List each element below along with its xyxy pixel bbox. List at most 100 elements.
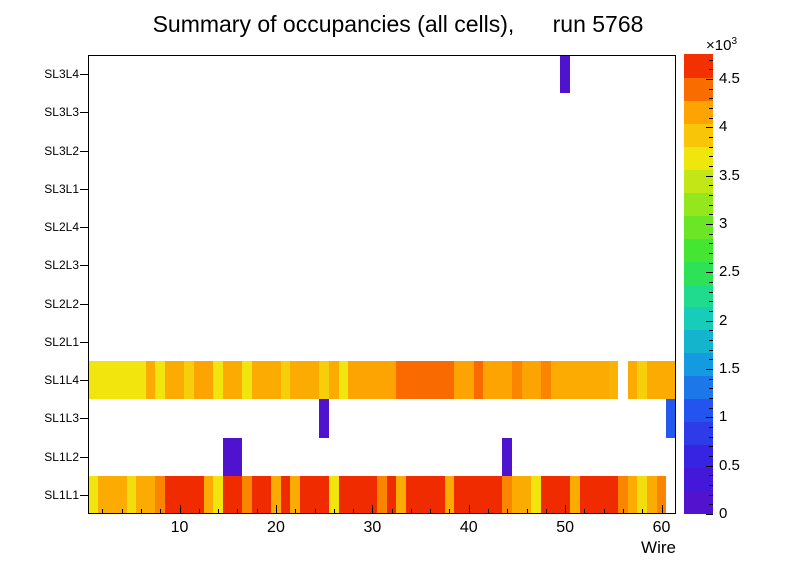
- heatmap-cell: [251, 475, 272, 514]
- heatmap-cell: [647, 475, 657, 514]
- heatmap-cell: [319, 399, 329, 438]
- x-axis-minor-tick: [545, 509, 547, 513]
- colorbar-band: [684, 352, 713, 377]
- z-axis-minor-tick: [709, 117, 713, 119]
- x-axis-minor-tick: [410, 509, 412, 513]
- z-axis-minor-tick: [709, 494, 713, 496]
- y-axis-tick: [80, 341, 88, 343]
- colorbar-band: [684, 215, 713, 239]
- heatmap-cell: [386, 475, 397, 514]
- x-axis-minor-tick: [256, 509, 258, 513]
- colorbar-band: [684, 490, 713, 514]
- heatmap-cell: [512, 361, 522, 400]
- heatmap-cell: [541, 361, 551, 400]
- z-axis-major-tick: [706, 465, 713, 467]
- z-axis-minor-tick: [709, 253, 713, 255]
- heatmap-cell: [396, 475, 407, 514]
- x-axis-minor-tick: [391, 509, 393, 513]
- heatmap-cell: [97, 475, 127, 514]
- z-axis-minor-tick: [709, 456, 713, 458]
- heatmap-cell: [319, 361, 329, 400]
- z-axis-major-tick: [706, 224, 713, 226]
- heatmap-cell: [473, 361, 484, 400]
- x-axis-minor-tick: [295, 509, 297, 513]
- heatmap-cell: [569, 475, 580, 514]
- heatmap-cell: [627, 361, 638, 400]
- z-axis-minor-tick: [709, 475, 713, 477]
- z-axis-label: 3.5: [719, 166, 740, 184]
- z-axis-label: 1: [719, 408, 728, 426]
- z-axis-minor-tick: [709, 407, 713, 409]
- y-axis-label: SL1L1: [44, 487, 79, 502]
- heatmap-cell: [213, 361, 223, 400]
- z-axis-minor-tick: [709, 504, 713, 506]
- heatmap-cell: [280, 475, 291, 514]
- z-axis-minor-tick: [709, 485, 713, 486]
- heatmap-cell: [280, 361, 291, 400]
- x-axis-minor-tick: [353, 509, 355, 513]
- z-axis-minor-tick: [709, 243, 713, 245]
- z-axis-minor-tick: [709, 262, 713, 264]
- heatmap-cell: [483, 361, 513, 400]
- heatmap-cell: [579, 475, 619, 514]
- colorbar-band: [684, 398, 713, 423]
- heatmap-cell: [656, 475, 667, 514]
- z-axis-minor-tick: [709, 340, 713, 342]
- colorbar-band: [684, 123, 713, 147]
- y-axis-label: SL2L2: [44, 296, 79, 311]
- y-axis-label: SL1L2: [44, 449, 79, 464]
- z-axis-minor-tick: [709, 185, 713, 187]
- heatmap-cell: [618, 475, 628, 514]
- x-axis-label: 50: [556, 519, 575, 536]
- z-axis-label: 3: [719, 215, 728, 233]
- x-axis-minor-tick: [141, 509, 143, 513]
- z-axis-minor-tick: [709, 282, 713, 284]
- heatmap-cell: [637, 475, 648, 514]
- y-axis-label: SL1L3: [44, 411, 79, 426]
- heatmap-cell: [521, 361, 542, 400]
- x-axis-minor-tick: [526, 509, 528, 513]
- heatmap-cell: [165, 361, 185, 400]
- z-axis-minor-tick: [709, 398, 713, 400]
- x-axis-minor-tick: [237, 509, 239, 513]
- z-axis-minor-tick: [709, 156, 713, 158]
- heatmap-cell: [213, 475, 223, 514]
- x-axis-major-tick: [179, 505, 181, 513]
- z-axis-major-tick: [706, 417, 713, 419]
- z-axis-minor-tick: [709, 349, 713, 351]
- z-exponent-power: 3: [731, 36, 738, 47]
- heatmap-cell: [348, 361, 397, 400]
- heatmap-cell: [222, 437, 243, 476]
- colorbar-band: [684, 54, 713, 78]
- x-axis-major-tick: [468, 505, 470, 513]
- x-axis-major-tick: [661, 505, 663, 513]
- z-axis-minor-tick: [709, 291, 713, 293]
- x-axis-minor-tick: [160, 509, 162, 513]
- colorbar-band: [684, 238, 713, 262]
- colorbar-band: [684, 169, 713, 193]
- y-axis-tick: [80, 265, 88, 267]
- y-axis-label: SL3L2: [44, 143, 79, 158]
- x-axis-label: 60: [652, 519, 671, 536]
- colorbar-band: [684, 421, 713, 446]
- z-axis-minor-tick: [709, 214, 713, 216]
- colorbar-band: [684, 260, 713, 285]
- z-axis-major-tick: [706, 175, 713, 177]
- colorbar-band: [684, 283, 713, 308]
- y-axis-tick: [80, 380, 88, 382]
- heatmap-cell: [560, 55, 570, 94]
- colorbar-band: [684, 77, 713, 101]
- y-axis-label: SL3L3: [44, 105, 79, 120]
- y-axis-label: SL2L4: [44, 220, 79, 235]
- z-axis-label: 2.5: [719, 263, 740, 281]
- heatmap-cell: [290, 361, 320, 400]
- color-scale-bar: [684, 54, 713, 514]
- z-axis-label: 0: [719, 505, 728, 522]
- y-axis-tick: [80, 456, 88, 458]
- y-axis-label: SL3L4: [44, 67, 79, 82]
- colorbar-band: [684, 444, 713, 469]
- x-axis-minor-tick: [488, 509, 490, 513]
- heatmap-cell: [512, 475, 532, 514]
- plot-area: [88, 55, 676, 514]
- z-axis-minor-tick: [709, 378, 713, 380]
